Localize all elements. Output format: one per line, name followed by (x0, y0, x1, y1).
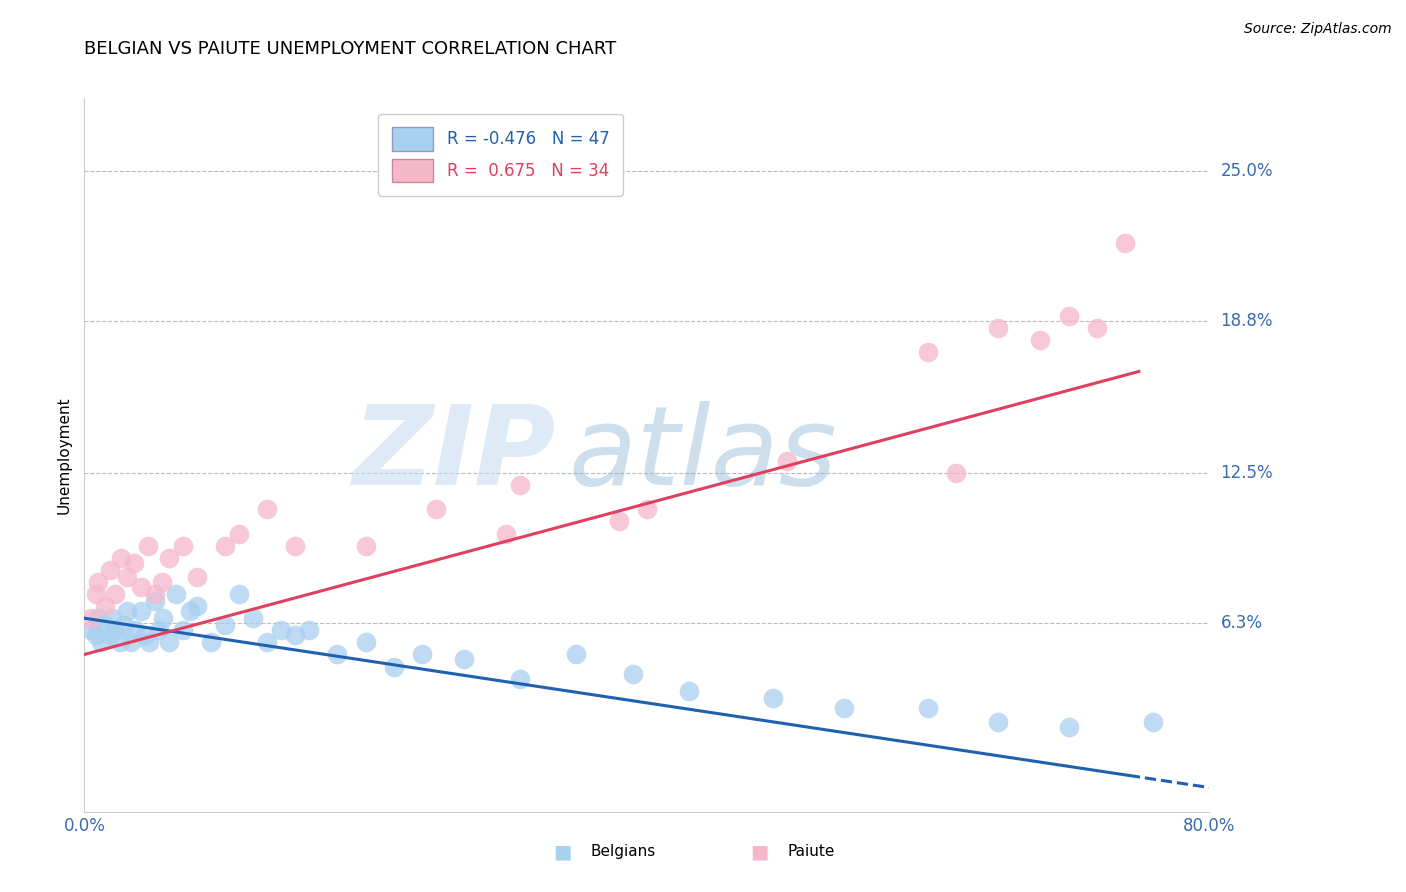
Text: 6.3%: 6.3% (1220, 614, 1263, 632)
Point (148, 624, 170, 638)
Point (382, 659, 405, 673)
Point (832, 700, 855, 714)
Text: BELGIAN VS PAIUTE UNEMPLOYMENT CORRELATION CHART: BELGIAN VS PAIUTE UNEMPLOYMENT CORRELATI… (84, 40, 617, 58)
Point (165, 587, 187, 601)
Point (152, 611, 174, 625)
Point (94, 599, 117, 613)
Point (129, 580, 152, 594)
Point (124, 624, 146, 638)
Point (987, 715, 1010, 730)
Point (80, 611, 103, 625)
Point (917, 345, 939, 359)
Point (284, 539, 307, 553)
Point (143, 594, 166, 608)
Point (945, 466, 967, 480)
Point (87, 611, 110, 625)
Point (453, 652, 475, 666)
Point (157, 550, 180, 565)
Point (425, 502, 447, 516)
Point (1057, 309, 1080, 323)
Point (129, 604, 152, 618)
Point (94, 618, 117, 632)
Point (1057, 720, 1080, 734)
Point (354, 635, 377, 649)
Point (621, 666, 644, 681)
Point (134, 628, 156, 642)
Point (1142, 715, 1164, 730)
Point (607, 515, 630, 529)
Text: ■: ■ (553, 842, 572, 862)
Point (256, 635, 278, 649)
Point (115, 570, 138, 584)
Point (636, 502, 658, 516)
Point (172, 539, 194, 553)
Point (228, 526, 250, 541)
Text: 25.0%: 25.0% (1220, 161, 1272, 179)
Point (136, 539, 159, 553)
Text: 12.5%: 12.5% (1220, 464, 1272, 482)
Point (214, 618, 236, 632)
Text: Source: ZipAtlas.com: Source: ZipAtlas.com (1244, 22, 1392, 37)
Text: ZIP: ZIP (353, 401, 557, 508)
Point (284, 628, 307, 642)
Point (104, 587, 127, 601)
Point (80, 624, 103, 638)
Point (112, 618, 135, 632)
Point (101, 611, 124, 625)
Point (298, 624, 321, 638)
Point (98, 563, 121, 577)
Point (120, 635, 142, 649)
Point (1114, 236, 1136, 251)
Point (186, 570, 208, 584)
Point (115, 604, 138, 618)
Text: Belgians: Belgians (591, 845, 655, 859)
Point (84, 628, 107, 642)
Text: Paiute: Paiute (787, 845, 835, 859)
Point (678, 683, 700, 698)
Y-axis label: Unemployment: Unemployment (56, 396, 72, 514)
Point (776, 454, 799, 468)
Point (326, 648, 349, 662)
Point (98, 628, 121, 642)
Point (87, 574, 110, 589)
Point (84, 587, 107, 601)
Point (270, 624, 292, 638)
Point (256, 502, 278, 516)
Point (214, 539, 236, 553)
Point (104, 624, 127, 638)
Point (179, 604, 201, 618)
Point (565, 648, 588, 662)
Text: ■: ■ (749, 842, 769, 862)
Point (143, 587, 166, 601)
Point (495, 526, 517, 541)
Text: atlas: atlas (568, 401, 837, 508)
Point (411, 648, 433, 662)
Point (90, 635, 112, 649)
Point (762, 691, 785, 706)
Point (108, 635, 131, 649)
Point (172, 624, 194, 638)
Point (228, 587, 250, 601)
Point (157, 635, 180, 649)
Point (509, 478, 531, 492)
Point (1029, 333, 1052, 347)
Point (917, 700, 939, 714)
Point (987, 321, 1010, 335)
Point (138, 635, 160, 649)
Point (150, 574, 173, 589)
Legend: R = -0.476   N = 47, R =  0.675   N = 34: R = -0.476 N = 47, R = 0.675 N = 34 (378, 113, 623, 195)
Point (354, 539, 377, 553)
Point (509, 672, 531, 686)
Point (110, 550, 132, 565)
Point (1085, 321, 1108, 335)
Point (242, 611, 264, 625)
Text: 18.8%: 18.8% (1220, 311, 1272, 330)
Point (186, 599, 208, 613)
Point (122, 556, 145, 570)
Point (200, 635, 222, 649)
